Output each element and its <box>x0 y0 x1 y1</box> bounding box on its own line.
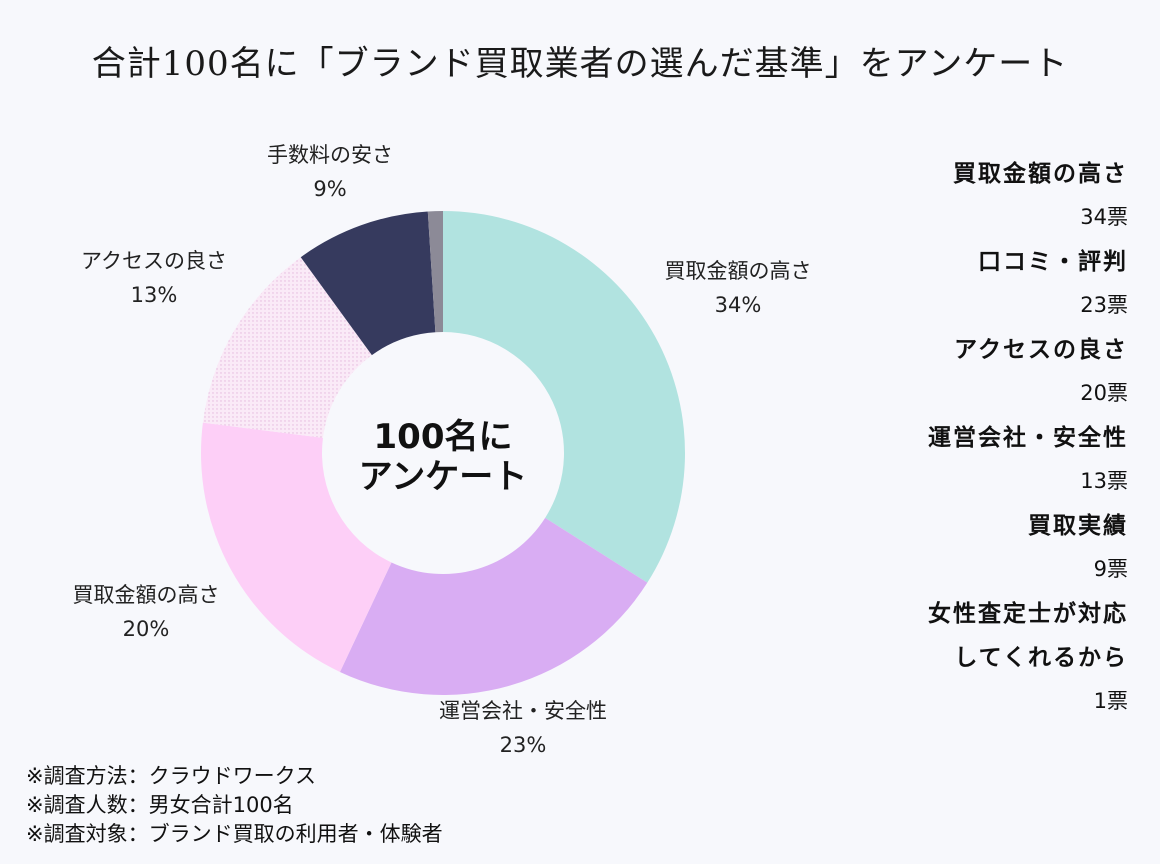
slice-percent-5: 9% <box>313 177 346 201</box>
slice-label-4: アクセスの良さ <box>81 249 227 273</box>
center-label-line-2: アンケート <box>359 457 528 497</box>
donut-slice-5 <box>300 211 436 356</box>
slice-label-3: 買取金額の高さ <box>73 583 220 607</box>
survey-notes: ※調査方法：クラウドワークス ※調査人数：男女合計100名 ※調査対象：ブランド… <box>26 762 443 849</box>
legend-name-6-1: 女性査定士が対応 <box>928 601 1128 627</box>
slice-percent-3: 20% <box>123 617 170 641</box>
donut-slices <box>201 211 685 696</box>
donut-slice-3 <box>201 422 392 672</box>
legend-votes-2: 23票 <box>1080 293 1128 317</box>
legend-item-2: 口コミ・評判 23票 <box>808 240 1128 326</box>
note-target: ※調査対象：ブランド買取の利用者・体験者 <box>26 822 443 846</box>
slice-label-5: 手数料の安さ <box>267 143 393 167</box>
legend-name-1: 買取金額の高さ <box>953 161 1128 187</box>
donut-slice-2 <box>339 517 648 696</box>
legend: 買取金額の高さ 34票口コミ・評判 23票アクセスの良さ 20票運営会社・安全性 13票… <box>808 152 1128 724</box>
donut-slice-6 <box>427 211 443 333</box>
legend-votes-5: 9票 <box>1093 557 1128 581</box>
legend-item-5: 買取実績 9票 <box>808 504 1128 590</box>
legend-name-5: 買取実績 <box>1028 513 1128 539</box>
note-count: ※調査人数：男女合計100名 <box>26 793 294 817</box>
legend-name-2: 口コミ・評判 <box>978 249 1128 275</box>
legend-item-3: アクセスの良さ 20票 <box>808 328 1128 414</box>
donut-slice-4 <box>202 257 372 438</box>
donut-slice-1 <box>443 211 685 583</box>
legend-votes-1: 34票 <box>1080 205 1128 229</box>
center-label-line-1: 100名に <box>374 417 513 457</box>
note-method: ※調査方法：クラウドワークス <box>26 764 316 788</box>
legend-name-6-2: してくれるから <box>954 645 1128 671</box>
slice-percent-1: 34% <box>715 293 762 317</box>
slice-label-2: 運営会社・安全性 <box>439 699 607 723</box>
legend-name-4: 運営会社・安全性 <box>928 425 1128 451</box>
legend-votes-4: 13票 <box>1080 469 1128 493</box>
legend-name-3: アクセスの良さ <box>954 337 1128 363</box>
slice-labels: 買取金額の高さ 34% 運営会社・安全性 23% 買取金額の高さ 20% アクセスの良さ 13… <box>73 143 812 757</box>
chart-title: 合計100名に「ブランド買取業者の選んだ基準」をアンケート <box>91 44 1069 84</box>
slice-label-1: 買取金額の高さ <box>665 259 812 283</box>
legend-votes-3: 20票 <box>1080 381 1128 405</box>
slice-percent-2: 23% <box>500 733 547 757</box>
legend-item-1: 買取金額の高さ 34票 <box>808 152 1128 238</box>
legend-item-6: 女性査定士が対応してくれるから 1票 <box>808 592 1128 722</box>
legend-votes-6: 1票 <box>1093 689 1128 713</box>
legend-item-4: 運営会社・安全性 13票 <box>808 416 1128 502</box>
slice-percent-4: 13% <box>131 283 178 307</box>
